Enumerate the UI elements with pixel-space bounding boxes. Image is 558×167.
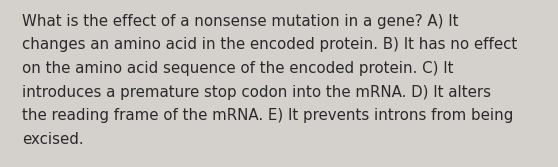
Text: on the amino acid sequence of the encoded protein. C) It: on the amino acid sequence of the encode… — [22, 61, 454, 76]
Text: the reading frame of the mRNA. E) It prevents introns from being: the reading frame of the mRNA. E) It pre… — [22, 108, 513, 123]
Text: changes an amino acid in the encoded protein. B) It has no effect: changes an amino acid in the encoded pro… — [22, 38, 517, 52]
Text: introduces a premature stop codon into the mRNA. D) It alters: introduces a premature stop codon into t… — [22, 85, 491, 100]
Text: excised.: excised. — [22, 131, 84, 146]
Text: What is the effect of a nonsense mutation in a gene? A) It: What is the effect of a nonsense mutatio… — [22, 14, 459, 29]
